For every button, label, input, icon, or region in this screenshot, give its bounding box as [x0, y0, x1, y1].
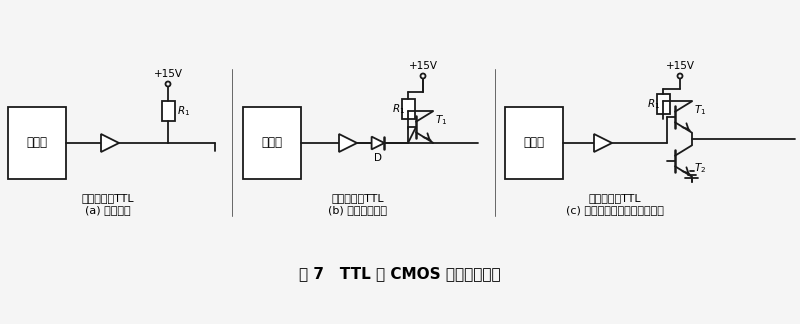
- Polygon shape: [339, 134, 357, 152]
- Text: +15V: +15V: [409, 61, 438, 71]
- Text: 单片机: 单片机: [262, 136, 282, 149]
- Text: 集电极开路TTL: 集电极开路TTL: [332, 193, 384, 203]
- Text: 单片机: 单片机: [523, 136, 545, 149]
- Text: (c) 快速开通和关断的推挽输出: (c) 快速开通和关断的推挽输出: [566, 205, 664, 215]
- Text: $T_1$: $T_1$: [435, 113, 447, 127]
- Bar: [402, 99, 414, 119]
- Text: $T_1$: $T_1$: [694, 103, 706, 117]
- Text: 集电极开路TTL: 集电极开路TTL: [82, 193, 134, 203]
- Polygon shape: [594, 134, 612, 152]
- Text: $R_1$: $R_1$: [177, 104, 190, 118]
- Text: 集电极开路TTL: 集电极开路TTL: [589, 193, 642, 203]
- Text: $R_1$: $R_1$: [647, 97, 660, 111]
- Text: (a) 直接输出: (a) 直接输出: [85, 205, 131, 215]
- Bar: [8, 107, 66, 179]
- Text: (b) 快速开通输出: (b) 快速开通输出: [329, 205, 387, 215]
- Text: +15V: +15V: [154, 69, 182, 79]
- Text: $R_1$: $R_1$: [392, 102, 405, 116]
- Text: +15V: +15V: [666, 61, 694, 71]
- Bar: [657, 94, 670, 114]
- Bar: [243, 107, 301, 179]
- Bar: [162, 101, 174, 121]
- Text: 单片机: 单片机: [26, 136, 47, 149]
- Text: D: D: [374, 153, 382, 163]
- Bar: [505, 107, 563, 179]
- Polygon shape: [371, 137, 384, 149]
- Polygon shape: [101, 134, 119, 152]
- Text: $T_2$: $T_2$: [694, 161, 706, 175]
- Text: 图 7   TTL 或 CMOS 器件输出电路: 图 7 TTL 或 CMOS 器件输出电路: [299, 267, 501, 282]
